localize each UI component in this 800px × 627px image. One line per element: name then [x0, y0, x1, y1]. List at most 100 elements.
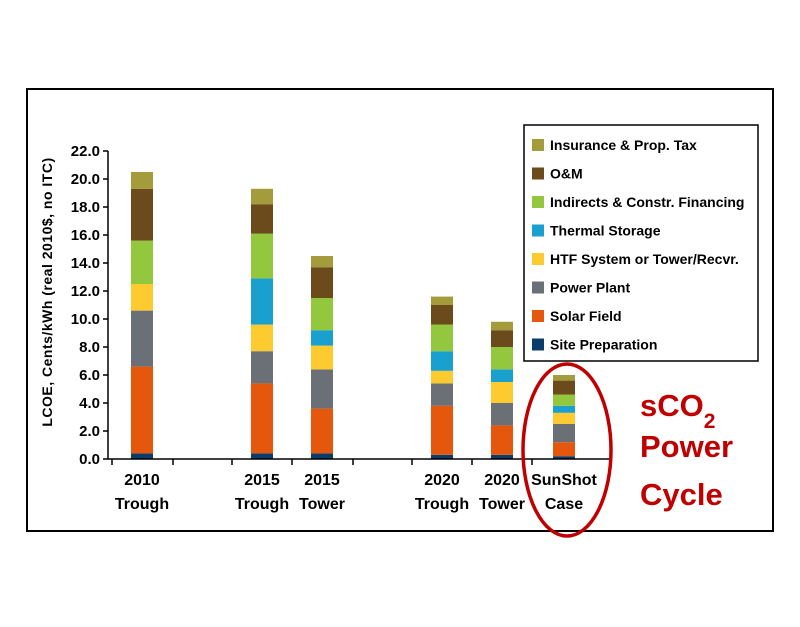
y-tick-label: 16.0 [71, 227, 100, 244]
bar-segment [131, 284, 153, 311]
bar-segment [311, 256, 333, 268]
bar-segment [491, 369, 513, 382]
y-tick-label: 14.0 [71, 255, 100, 272]
y-tick-label: 2.0 [79, 423, 100, 440]
x-category-label: Trough [235, 496, 289, 513]
bar-segment [491, 347, 513, 370]
bar-segment [431, 383, 453, 406]
bar-segment [251, 383, 273, 454]
bar-segment [431, 370, 453, 384]
legend-label: Thermal Storage [550, 223, 661, 239]
bar-segment [491, 454, 513, 459]
legend-swatch [532, 253, 544, 265]
x-category-label: Trough [415, 496, 469, 513]
bar-segment [311, 408, 333, 454]
annotation-cycle: Cycle [640, 477, 723, 512]
bar-segment [431, 296, 453, 305]
bar-segment [491, 330, 513, 347]
bar-segment [131, 172, 153, 189]
legend-label: Power Plant [550, 280, 630, 296]
x-category-label: 2015 [304, 472, 340, 489]
y-tick-label: 18.0 [71, 199, 100, 216]
bar-segment [553, 380, 575, 395]
bar-segment [553, 442, 575, 457]
legend-swatch [532, 139, 544, 151]
annotation-line1: sCO [640, 388, 704, 423]
x-category-label: 2020 [424, 472, 460, 489]
bar-segment [553, 424, 575, 443]
legend-label: O&M [550, 166, 583, 182]
bar-segment [431, 351, 453, 371]
x-category-label: Tower [299, 496, 345, 513]
bar-segment [131, 188, 153, 241]
y-tick-label: 10.0 [71, 311, 100, 328]
legend-label: Site Preparation [550, 337, 657, 353]
chart-frame [26, 88, 774, 532]
bar-segment [251, 453, 273, 459]
bar-segment [251, 324, 273, 352]
legend-swatch [532, 281, 544, 294]
bar-segment [553, 412, 575, 424]
annotation-power: Power [640, 429, 733, 464]
bar-segment [311, 369, 333, 409]
y-tick-label: 12.0 [71, 283, 100, 300]
legend-box [523, 124, 759, 362]
bar-segment [431, 324, 453, 352]
legend-label: Indirects & Constr. Financing [550, 194, 744, 210]
bar-segment [431, 305, 453, 325]
x-category-label: 2010 [124, 472, 160, 489]
y-tick-label: 22.0 [71, 143, 100, 160]
bar-segment [251, 278, 273, 325]
legend-swatch [532, 310, 544, 322]
y-axis: 0.0 2.0 4.0 6.0 8.0 10.0 12.0 14.0 16.0 18.0 20.0 2… [71, 143, 109, 468]
y-tick-label: 0.0 [79, 451, 100, 468]
bar-segment [491, 425, 513, 455]
bar-segment [251, 351, 273, 384]
sunshot-highlight-ellipse [521, 362, 613, 538]
x-category-label: Tower [479, 496, 525, 513]
x-category-label: Trough [115, 496, 169, 513]
legend: Insurance & Prop. Tax O&M Indirects & Cons… [523, 124, 759, 362]
bar-segment [553, 375, 575, 381]
bar-segment [311, 267, 333, 298]
bar-segment [311, 345, 333, 370]
x-category-label: 2020 [484, 472, 520, 489]
bar-segment [311, 453, 333, 459]
bar-segment [553, 405, 575, 413]
bar-segment [131, 453, 153, 459]
legend-label: Insurance & Prop. Tax [550, 137, 697, 153]
bar-segment [131, 310, 153, 367]
bar-segment [431, 454, 453, 459]
legend-swatch [532, 167, 544, 180]
bar-segment [553, 394, 575, 406]
bar-segment [131, 366, 153, 454]
y-tick-label: 8.0 [79, 339, 100, 356]
bar-segment [431, 405, 453, 455]
x-category-label: SunShot [531, 472, 597, 489]
x-axis: 2010 Trough 2015 Trough 2015 Tower 2020 Trough 2… [108, 458, 610, 513]
bars [131, 172, 575, 459]
bar-segment [131, 240, 153, 284]
bar-segment [491, 321, 513, 331]
bar-segment [553, 456, 575, 459]
y-tick-label: 4.0 [79, 395, 100, 412]
bar-segment [311, 298, 333, 331]
bar-segment [491, 382, 513, 403]
y-tick-label: 20.0 [71, 171, 100, 188]
y-tick-label: 6.0 [79, 367, 100, 384]
bar-segment [251, 233, 273, 279]
x-category-label: Case [545, 496, 583, 513]
legend-label: HTF System or Tower/Recvr. [550, 251, 739, 267]
x-category-label: 2015 [244, 472, 280, 489]
bar-segment [251, 188, 273, 205]
legend-label: Solar Field [550, 308, 622, 324]
bar-segment [251, 204, 273, 234]
y-axis-label: LCOE, Cents/kWh (real 2010$, no ITC) [39, 157, 55, 426]
legend-swatch [532, 196, 544, 208]
bar-segment [491, 403, 513, 426]
annotation-sco2: sCO2 [640, 388, 715, 433]
legend-swatch [532, 338, 544, 351]
bar-segment [311, 330, 333, 346]
annotation-subscript: 2 [704, 410, 716, 433]
